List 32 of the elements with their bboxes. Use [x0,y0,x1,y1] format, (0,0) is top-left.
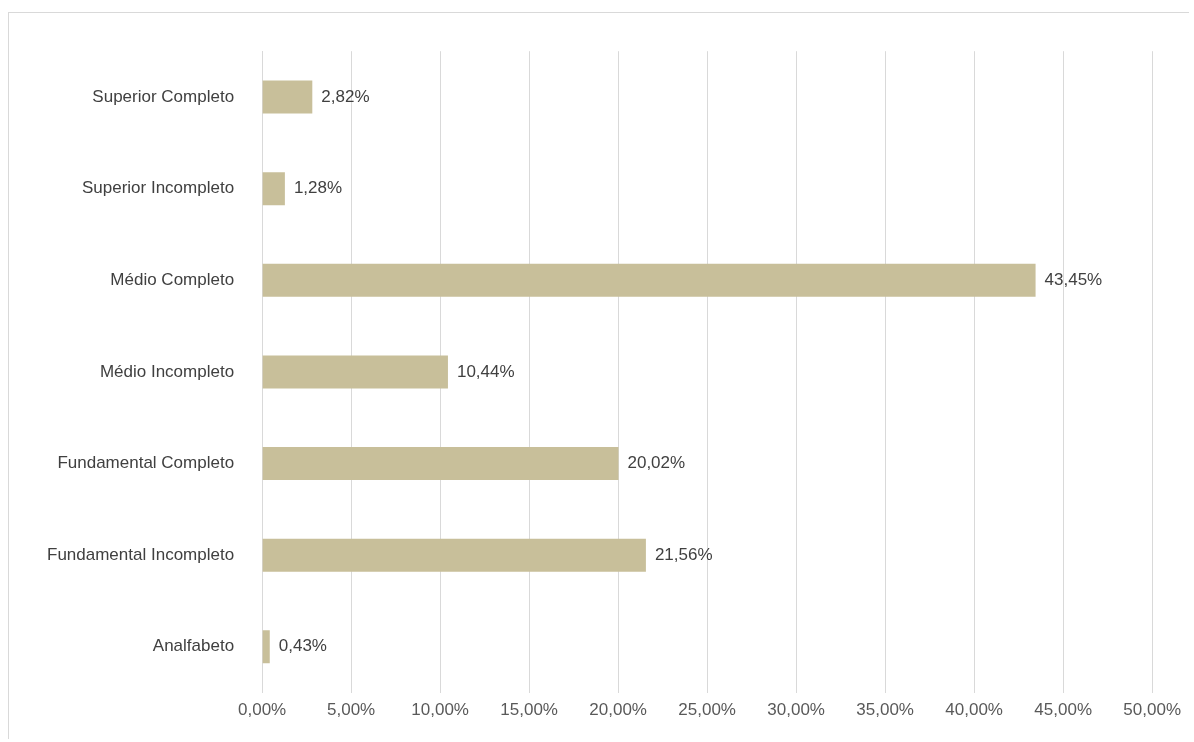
data-label: 0,43% [278,636,327,656]
y-tick-label: Médio Incompleto [99,361,235,381]
x-tick-label: 45,00% [1034,700,1092,720]
x-tick-label: 0,00% [238,700,287,720]
x-tick-label: 20,00% [589,700,647,720]
data-label: 2,82% [321,86,370,106]
data-label: 10,44% [456,361,515,381]
bar [262,80,313,114]
y-tick-label: Fundamental Completo [57,453,235,473]
bar [262,355,448,389]
bar [262,447,619,481]
x-tick-label: 50,00% [1123,700,1182,720]
x-tick-label: 40,00% [945,700,1003,720]
x-tick-label: 35,00% [856,700,914,720]
y-tick-label: Médio Completo [110,269,235,289]
y-tick-label: Fundamental Incompleto [47,544,235,564]
data-label: 1,28% [293,178,343,198]
x-tick-label: 15,00% [500,700,558,720]
y-tick-label: Analfabeto [152,636,235,656]
bar [262,630,270,664]
x-tick-label: 30,00% [767,700,825,720]
data-label: 20,02% [627,453,686,473]
x-tick-label: 10,00% [411,700,469,720]
bar [262,263,1036,297]
y-tick-label: Superior Completo [92,86,235,106]
bar [262,172,285,206]
y-tick-label: Superior Incompleto [81,178,235,198]
bar [262,538,646,572]
x-tick-label: 25,00% [678,700,736,720]
data-label: 21,56% [654,544,713,564]
x-tick-label: 5,00% [327,700,376,720]
data-label: 43,45% [1044,269,1103,289]
